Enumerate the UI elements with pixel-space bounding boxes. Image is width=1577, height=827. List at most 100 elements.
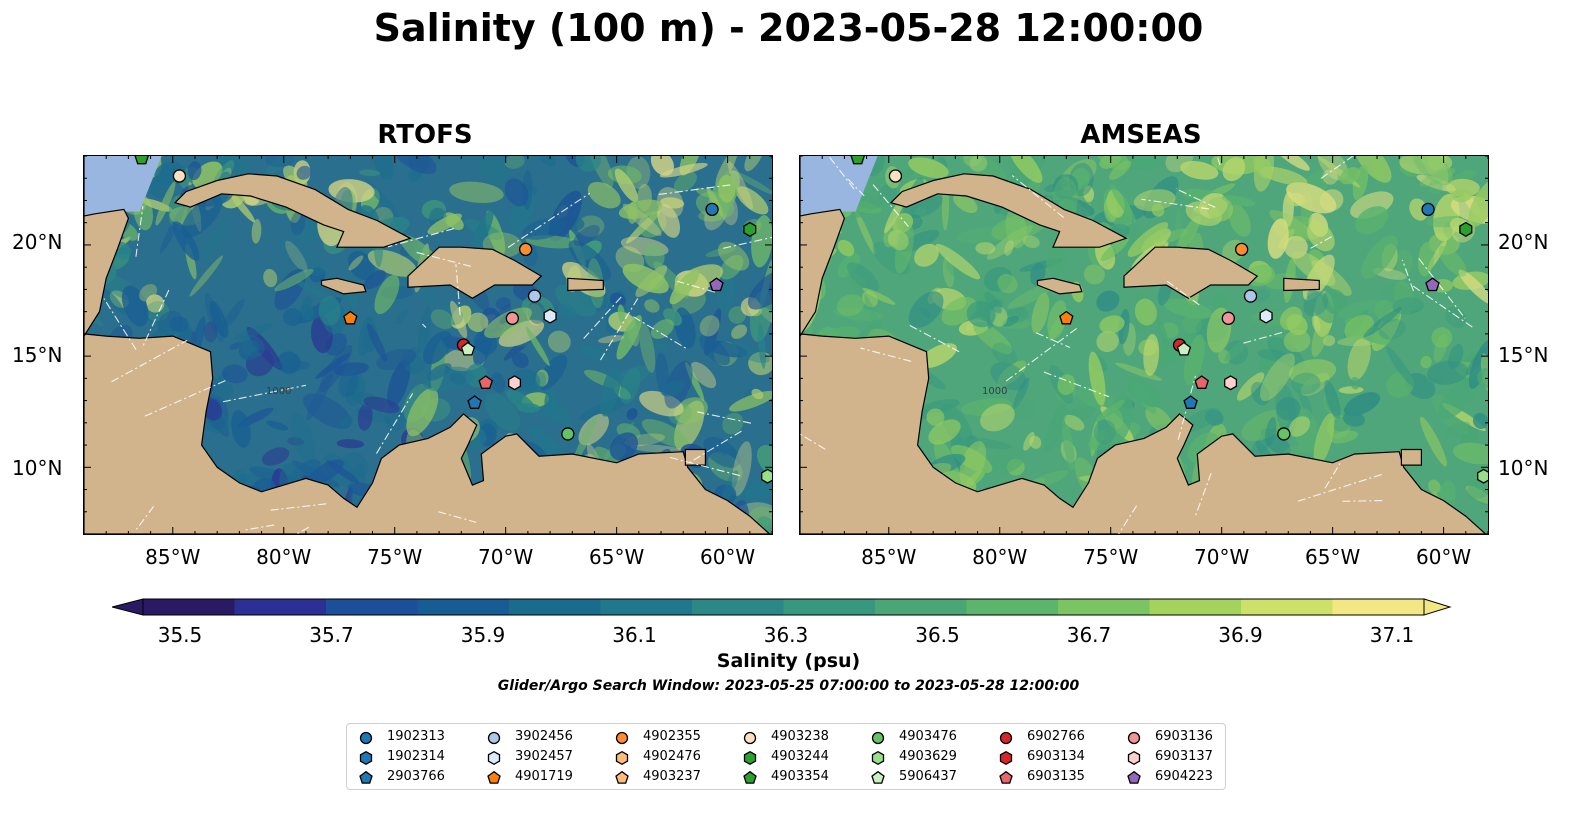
land-polygon	[173, 173, 412, 248]
float-marker-4903238	[888, 169, 903, 183]
legend-marker-5906437	[871, 770, 885, 784]
float-marker-4903244	[1459, 221, 1473, 237]
colorbar-tick-label: 37.1	[1369, 623, 1415, 647]
contour-label: 1000	[266, 386, 291, 397]
float-marker-3902456	[1243, 289, 1258, 303]
legend-label: 6904223	[1155, 769, 1213, 784]
float-marker-3902457	[1259, 308, 1273, 324]
float-marker-3902456	[527, 289, 542, 303]
land-polygon	[84, 333, 772, 534]
colorbar-segment	[692, 599, 784, 615]
float-marker-6903137	[508, 375, 522, 391]
legend-marker-4903354	[743, 770, 757, 784]
float-marker-1902313	[1421, 202, 1435, 217]
colorbar-segment	[875, 599, 967, 615]
legend-marker-1902313	[359, 731, 373, 745]
colorbar-segment	[1149, 599, 1242, 615]
legend-marker-4903244	[743, 750, 757, 766]
colorbar	[112, 598, 1452, 616]
land-polygon	[84, 156, 130, 338]
ytick-right-15n: 15°N	[1498, 343, 1549, 367]
land-polygon	[1400, 448, 1422, 466]
legend: 1902313 1902314 2903766 3902456 3902457 49017…	[346, 723, 1226, 790]
legend-label: 6903134	[1027, 749, 1085, 764]
legend-marker-4903237	[615, 770, 629, 784]
land-polygon	[1123, 246, 1259, 299]
legend-label: 3902456	[515, 729, 573, 744]
panel-title-amseas: AMSEAS	[1080, 120, 1202, 150]
land-polygon	[407, 246, 543, 299]
contour-label: 1000	[982, 386, 1007, 397]
colorbar-tick-label: 36.9	[1218, 623, 1263, 647]
float-marker-4903354	[134, 156, 149, 165]
legend-label: 6903136	[1155, 729, 1213, 744]
land-polygon	[800, 156, 846, 338]
float-marker-6903136	[505, 311, 519, 325]
xtick-label: 85°W	[861, 545, 917, 569]
legend-label: 4903354	[771, 769, 829, 784]
ytick-right-10n: 10°N	[1498, 456, 1549, 480]
legend-label: 4903629	[899, 749, 957, 764]
legend-label: 2903766	[387, 769, 445, 784]
land-polygon	[1036, 277, 1083, 295]
land-polygon	[567, 277, 604, 292]
legend-label: 4902355	[643, 729, 701, 744]
panel-title-rtofs: RTOFS	[377, 120, 473, 150]
xtick-label: 60°W	[1415, 545, 1472, 569]
colorbar-segment	[1241, 599, 1333, 615]
colorbar-segment	[1058, 599, 1150, 615]
colorbar-segment	[326, 599, 418, 615]
legend-label: 4903237	[643, 769, 701, 784]
legend-marker-4903238	[743, 731, 757, 745]
float-marker-4903354	[850, 156, 865, 165]
legend-label: 6903137	[1155, 749, 1213, 764]
colorbar-tick-label: 35.5	[157, 623, 203, 647]
legend-label: 4901719	[515, 769, 573, 784]
legend-marker-2903766	[359, 770, 373, 784]
ytick-left-15n: 15°N	[12, 343, 63, 367]
legend-label: 4903244	[771, 749, 829, 764]
float-marker-5906437	[1176, 341, 1192, 356]
colorbar-segment	[783, 599, 876, 615]
colorbar-tick-label: 35.9	[460, 623, 506, 647]
float-marker-4903476	[561, 427, 575, 441]
float-marker-2903766	[1183, 395, 1198, 409]
land-polygon	[1283, 277, 1320, 292]
legend-label: 6903135	[1027, 769, 1085, 784]
legend-marker-6904223	[1127, 770, 1141, 784]
float-marker-5906437	[460, 341, 476, 356]
colorbar-label: Salinity (psu)	[716, 650, 861, 672]
xtick-label: 80°W	[256, 545, 312, 569]
float-marker-4903629	[1477, 468, 1488, 484]
legend-marker-6903134	[999, 750, 1013, 766]
land-polygon	[684, 448, 706, 466]
xtick-label: 75°W	[1083, 545, 1139, 569]
land-polygon	[320, 277, 367, 295]
colorbar-segment	[509, 599, 601, 615]
legend-marker-6903137	[1127, 750, 1141, 766]
legend-label: 4903476	[899, 729, 957, 744]
float-marker-6904223	[1425, 277, 1440, 292]
xtick-label: 65°W	[589, 545, 645, 569]
float-marker-4901719	[1059, 310, 1074, 325]
map-rtofs-svg: 1000	[84, 156, 772, 534]
colorbar-tick-label: 35.7	[309, 623, 354, 647]
float-marker-6903135	[478, 375, 493, 389]
legend-marker-4903476	[871, 731, 885, 745]
xtick-label: 80°W	[972, 545, 1028, 569]
legend-label: 3902457	[515, 749, 573, 764]
xtick-label: 70°W	[478, 545, 534, 569]
float-marker-4902355	[1235, 242, 1249, 257]
colorbar-segment	[1332, 599, 1425, 615]
colorbar-tick-label: 36.1	[612, 623, 657, 647]
ytick-left-10n: 10°N	[12, 456, 63, 480]
legend-marker-3902457	[487, 750, 501, 766]
legend-marker-4902476	[615, 750, 629, 766]
map-amseas: 1000	[799, 155, 1489, 535]
colorbar-segment	[234, 599, 327, 615]
land-polygon	[889, 173, 1128, 248]
land-polygon	[800, 333, 1488, 534]
xtick-label: 60°W	[699, 545, 756, 569]
ytick-right-20n: 20°N	[1498, 230, 1549, 254]
colorbar-segment	[143, 599, 235, 615]
